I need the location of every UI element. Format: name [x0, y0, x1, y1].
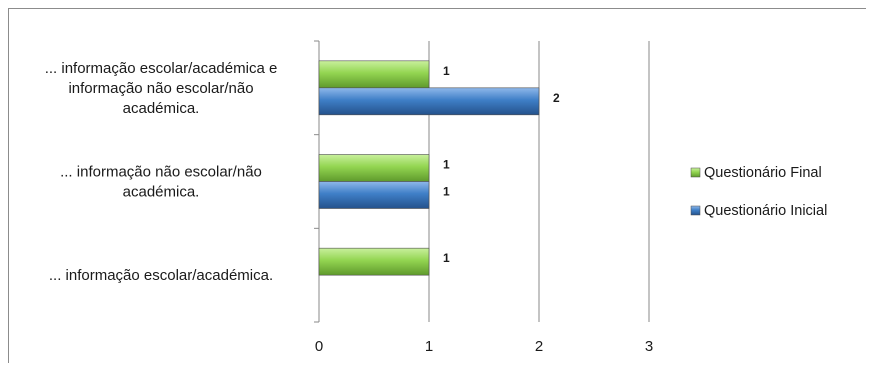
labels: 0 1 2 3 ... informação escolar/académica e in…: [45, 60, 653, 355]
bar: [318, 247, 430, 276]
category-label-line: académica.: [123, 184, 200, 201]
data-label: 1: [443, 251, 450, 265]
x-tick-label: 1: [425, 338, 433, 355]
x-tick-label: 2: [535, 338, 543, 355]
category-label: ... informação escolar/académica.: [49, 267, 273, 284]
bar: [318, 154, 430, 182]
data-label: 1: [443, 64, 450, 78]
category-label-line: ... informação não escolar/não: [60, 164, 262, 181]
chart-frame: [8, 8, 866, 363]
data-label: 2: [553, 91, 560, 105]
legend-swatch: [690, 205, 701, 216]
gridlines: [428, 41, 650, 322]
category-label-line: académica.: [123, 100, 200, 117]
category-label: ... informação escolar/académica e inform…: [45, 60, 278, 117]
axes: [314, 40, 320, 323]
category-label-line: ... informação escolar/académica.: [49, 267, 273, 284]
data-label: 1: [443, 158, 450, 172]
bar: [318, 87, 540, 116]
x-tick-label: 0: [315, 338, 323, 355]
category-label: ... informação não escolar/não académica.: [60, 164, 262, 201]
legend: Questionário Final Questionário Inicial: [690, 165, 827, 219]
x-tick-label: 3: [645, 338, 653, 355]
legend-label: Questionário Final: [704, 165, 822, 181]
category-label-line: informação não escolar/não: [68, 80, 253, 97]
category-label-line: ... informação escolar/académica e: [45, 60, 278, 77]
bars: [318, 60, 540, 276]
bar: [318, 181, 430, 209]
data-label: 1: [443, 185, 450, 199]
bar: [318, 60, 430, 89]
legend-label: Questionário Inicial: [704, 203, 827, 219]
legend-swatch: [690, 167, 701, 178]
